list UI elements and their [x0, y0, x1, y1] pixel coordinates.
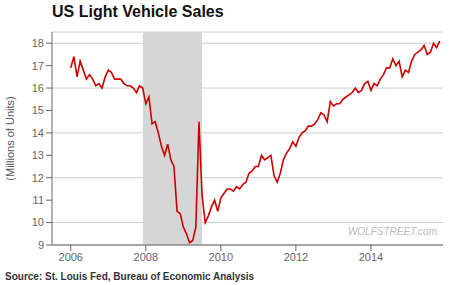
svg-text:13: 13 [32, 149, 44, 161]
svg-text:2010: 2010 [209, 251, 233, 263]
svg-text:17: 17 [32, 60, 44, 72]
svg-text:2014: 2014 [359, 251, 383, 263]
svg-text:10: 10 [32, 216, 44, 228]
svg-text:18: 18 [32, 37, 44, 49]
html-text:US Light Vehicle Sales: US Light Vehicle Sales [52, 3, 224, 20]
svg-text:2008: 2008 [134, 251, 158, 263]
svg-text:16: 16 [32, 82, 44, 94]
html-text:WOLFSTREET.com: WOLFSTREET.com [347, 226, 437, 237]
svg-text:11: 11 [33, 194, 44, 206]
svg-text:(Millions of Units): (Millions of Units) [8, 96, 16, 180]
svg-text:14: 14 [32, 127, 44, 139]
svg-text:9: 9 [38, 239, 44, 251]
svg-text:2012: 2012 [284, 251, 308, 263]
svg-text:12: 12 [32, 172, 44, 184]
svg-text:2006: 2006 [59, 251, 83, 263]
html-text:Source: St. Louis Fed, Bureau: Source: St. Louis Fed, Bureau of Economi… [5, 271, 255, 282]
svg-text:15: 15 [32, 104, 44, 116]
